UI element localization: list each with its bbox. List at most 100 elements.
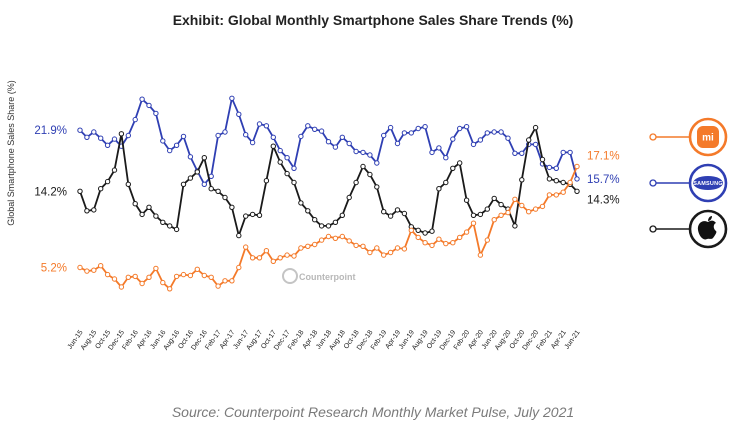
- samsung-point: [277, 147, 283, 154]
- apple-point: [470, 212, 477, 219]
- svg-text:mi: mi: [702, 133, 714, 144]
- xiaomi-point: [512, 196, 518, 203]
- apple-point: [249, 211, 256, 218]
- samsung-point: [498, 129, 504, 135]
- apple-point: [546, 176, 553, 182]
- xiaomi-start-label: 5.2%: [41, 263, 67, 275]
- samsung-point: [222, 129, 228, 135]
- apple-point: [318, 223, 325, 229]
- apple-point: [512, 223, 518, 229]
- xiaomi-point: [374, 245, 380, 251]
- samsung-point: [387, 124, 394, 131]
- xiaomi-point: [401, 246, 408, 252]
- samsung-point: [477, 137, 484, 143]
- apple-point: [574, 188, 580, 195]
- xiaomi-point: [201, 272, 208, 279]
- apple-point: [194, 169, 201, 175]
- xiaomi-point: [560, 189, 566, 195]
- xiaomi-point: [367, 249, 373, 256]
- samsung-point: [381, 132, 387, 139]
- samsung-series: [77, 95, 580, 188]
- xiaomi-point: [325, 233, 332, 240]
- apple-point: [243, 213, 249, 219]
- xiaomi-point: [98, 263, 104, 269]
- xiaomi-point: [346, 238, 352, 244]
- apple-point: [401, 210, 408, 217]
- samsung-point: [560, 149, 566, 156]
- apple-series: [77, 124, 580, 239]
- xiaomi-point: [132, 273, 138, 280]
- xiaomi-point: [298, 245, 304, 251]
- apple-point: [298, 200, 304, 206]
- samsung-point: [249, 139, 256, 146]
- xiaomi-point: [353, 242, 359, 249]
- xiaomi-point: [312, 241, 318, 248]
- apple-point: [360, 163, 366, 170]
- samsung-point: [463, 124, 470, 130]
- xiaomi-point: [263, 248, 270, 254]
- samsung-point: [201, 181, 208, 188]
- xiaomi-point: [77, 264, 83, 271]
- xiaomi-point: [104, 271, 111, 278]
- samsung-point: [167, 147, 173, 154]
- samsung-point: [346, 140, 352, 147]
- end-labels: 21.9% 15.7% 14.2% 14.3% 5.2% 17.1%: [34, 125, 619, 274]
- apple-point: [146, 204, 152, 211]
- apple-point: [539, 156, 546, 163]
- legend-marker: [649, 133, 657, 141]
- samsung-point: [146, 102, 152, 109]
- xiaomi-point: [463, 229, 470, 235]
- apple-point: [325, 223, 332, 229]
- samsung-point: [519, 150, 525, 157]
- apple-point: [77, 188, 83, 195]
- apple-point: [491, 195, 497, 202]
- xiaomi-point: [146, 274, 152, 280]
- apple-point: [353, 179, 359, 186]
- apple-logo-legend: [649, 209, 728, 249]
- samsung-point: [263, 123, 270, 129]
- apple-point: [450, 165, 456, 172]
- samsung-point: [325, 139, 332, 145]
- xiaomi-point: [387, 249, 394, 256]
- xiaomi-point: [532, 206, 539, 212]
- apple-point: [84, 208, 90, 214]
- samsung-point: [153, 110, 159, 117]
- apple-point: [160, 219, 166, 226]
- samsung-point: [243, 132, 249, 138]
- xiaomi-point: [436, 236, 442, 242]
- xiaomi-point: [153, 265, 159, 272]
- apple-point: [519, 177, 525, 183]
- apple-point: [367, 171, 373, 178]
- apple-point: [291, 179, 297, 186]
- apple-point: [422, 230, 428, 236]
- samsung-point: [125, 132, 132, 139]
- apple-point: [387, 213, 394, 219]
- apple-point: [256, 212, 263, 219]
- xiaomi-point: [332, 235, 339, 242]
- xiaomi-point: [567, 179, 573, 186]
- samsung-point: [457, 125, 463, 132]
- xiaomi-point: [539, 203, 546, 210]
- apple-point: [477, 211, 484, 218]
- xiaomi-point: [422, 240, 428, 246]
- samsung-point: [491, 129, 497, 135]
- legend-marker: [649, 225, 657, 233]
- samsung-point: [436, 145, 442, 151]
- apple-point: [415, 227, 421, 234]
- xiaomi-point: [277, 255, 283, 261]
- xiaomi-point: [167, 286, 173, 292]
- apple-point: [553, 178, 559, 184]
- apple-point: [305, 208, 311, 214]
- watermark-logo-icon: [282, 268, 298, 284]
- apple-start-label: 14.2%: [34, 186, 67, 198]
- apple-point: [457, 160, 463, 166]
- apple-point: [236, 232, 242, 239]
- x-axis-ticks: Jun-15Aug-15Oct-15Dec-15Feb-16Apr-16Jun-…: [67, 329, 582, 352]
- samsung-point: [84, 134, 90, 141]
- samsung-point: [443, 155, 449, 161]
- samsung-point: [401, 130, 408, 136]
- xiaomi-point: [498, 212, 504, 219]
- samsung-point: [367, 152, 373, 158]
- xiaomi-point: [574, 163, 580, 170]
- apple-point: [132, 201, 138, 207]
